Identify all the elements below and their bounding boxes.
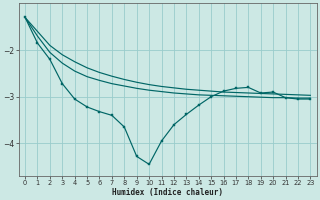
X-axis label: Humidex (Indice chaleur): Humidex (Indice chaleur) <box>112 188 223 197</box>
